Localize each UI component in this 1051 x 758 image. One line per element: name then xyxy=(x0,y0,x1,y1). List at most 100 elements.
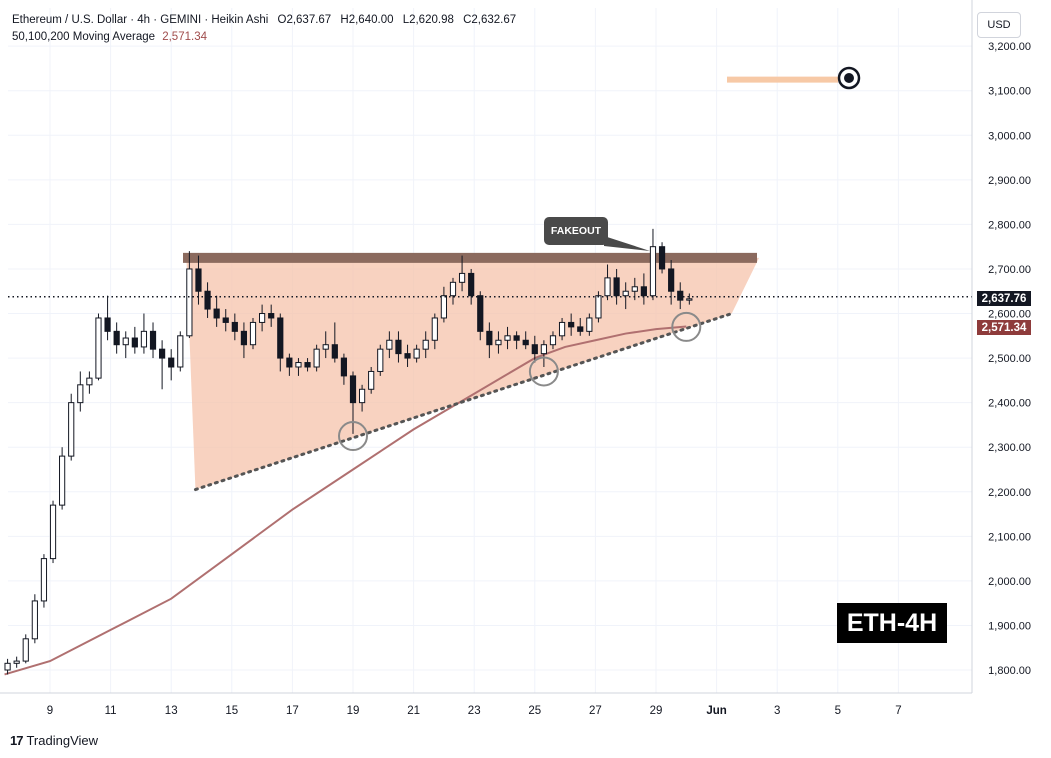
legend-high-key: H xyxy=(340,14,349,26)
legend-high: 2,640.00 xyxy=(348,14,394,26)
y-tick-label: 1,800.00 xyxy=(988,665,1031,677)
candle xyxy=(458,255,466,292)
candle xyxy=(368,366,375,394)
time-axis[interactable]: 9 11 13 15 17 19 21 23 25 27 29 Jun 3 5 7 xyxy=(0,692,972,717)
candle xyxy=(513,331,520,350)
legend-ohlc: Ethereum / U.S. Dollar · 4h · GEMINI · H… xyxy=(12,14,516,26)
legend-symbol: Ethereum / U.S. Dollar · 4h · GEMINI · H… xyxy=(12,14,269,26)
candle xyxy=(249,317,257,350)
x-tick-label: 5 xyxy=(835,705,841,717)
candle xyxy=(31,594,38,644)
y-tick-label: 2,800.00 xyxy=(988,219,1031,231)
candle xyxy=(313,344,320,372)
candle xyxy=(204,282,211,318)
candle xyxy=(449,277,457,305)
rising-support-trendline xyxy=(193,312,734,492)
candle xyxy=(540,340,547,367)
x-tick-label: 13 xyxy=(165,705,178,717)
candle xyxy=(531,335,538,363)
candle xyxy=(477,291,484,341)
legend-open-key: O xyxy=(277,14,287,26)
tradingview-logo[interactable]: 17 TradingView xyxy=(10,733,98,748)
legend-moving-average[interactable]: 50,100,200 Moving Average 2,571.34 xyxy=(12,31,207,43)
candle xyxy=(177,331,184,372)
candle xyxy=(668,260,675,305)
y-tick-label: 1,900.00 xyxy=(988,620,1031,632)
candle xyxy=(549,331,557,350)
candle xyxy=(259,304,266,332)
candle xyxy=(658,242,666,274)
candle xyxy=(77,371,84,412)
candle xyxy=(304,358,311,372)
candle xyxy=(386,331,393,359)
support-touch-markers xyxy=(338,311,702,452)
candle xyxy=(577,317,584,336)
x-tick-label: 27 xyxy=(589,705,602,717)
y-tick-label: 2,700.00 xyxy=(988,264,1031,276)
candle xyxy=(286,353,293,376)
x-tick-label: 17 xyxy=(286,705,299,717)
ascending-triangle-region xyxy=(186,257,760,490)
x-tick-label: 19 xyxy=(347,705,360,717)
candles xyxy=(4,228,693,675)
x-tick-label: 29 xyxy=(650,705,663,717)
candle xyxy=(613,268,620,305)
support-touch-circle xyxy=(671,311,702,342)
candle xyxy=(213,295,220,327)
support-touch-circle xyxy=(338,421,368,452)
candle xyxy=(340,353,348,385)
legend-low: 2,620.98 xyxy=(409,14,454,26)
candle xyxy=(295,358,302,376)
y-tick-label: 2,200.00 xyxy=(988,487,1031,499)
price-axis[interactable]: 1,800.00 1,900.00 2,000.00 2,100.00 2,200.00… xyxy=(971,0,1031,693)
candle xyxy=(649,228,657,301)
y-tick-label: 2,000.00 xyxy=(988,576,1031,588)
candle xyxy=(222,309,229,332)
y-tick-label: 2,500.00 xyxy=(988,353,1031,365)
candle xyxy=(240,322,248,359)
y-tick-label: 2,100.00 xyxy=(988,531,1031,543)
candle xyxy=(104,295,111,341)
y-tick-label: 2,400.00 xyxy=(988,398,1031,410)
currency-button[interactable]: USD xyxy=(977,12,1021,38)
x-tick-label: 9 xyxy=(47,705,53,717)
support-touch-circle xyxy=(528,356,559,387)
candle xyxy=(413,344,420,363)
x-tick-label: 11 xyxy=(105,705,117,717)
candle xyxy=(349,371,357,434)
candle xyxy=(68,393,75,461)
x-tick-label: 3 xyxy=(774,705,780,717)
x-tick-label: 25 xyxy=(528,705,541,717)
candle xyxy=(504,326,511,350)
y-tick-label: 2,300.00 xyxy=(988,442,1031,454)
ma-price-tag: 2,571.34 xyxy=(977,320,1031,335)
candle xyxy=(149,322,157,359)
fakeout-pointer xyxy=(604,236,650,251)
moving-average-line xyxy=(4,325,687,676)
candle xyxy=(268,304,275,327)
candle xyxy=(622,282,629,310)
candle xyxy=(131,326,138,354)
candle xyxy=(113,322,120,354)
x-tick-label: 7 xyxy=(895,705,901,717)
legend-low-key: L xyxy=(402,14,410,26)
candle xyxy=(49,500,57,564)
ma-label: 50,100,200 Moving Average xyxy=(12,31,156,43)
candle xyxy=(40,554,48,608)
eth-4h-badge: ETH-4H xyxy=(837,603,947,643)
candle xyxy=(395,331,402,363)
candle xyxy=(468,268,475,305)
candle xyxy=(358,384,366,412)
candle xyxy=(186,251,193,339)
candle xyxy=(277,313,284,372)
candle xyxy=(486,322,493,359)
x-tick-label: 23 xyxy=(468,705,481,717)
candle xyxy=(422,331,429,359)
candle xyxy=(568,313,575,336)
candle xyxy=(677,282,684,310)
candle xyxy=(86,371,93,394)
candle xyxy=(558,317,566,341)
candle xyxy=(331,322,338,363)
candle xyxy=(495,331,502,354)
